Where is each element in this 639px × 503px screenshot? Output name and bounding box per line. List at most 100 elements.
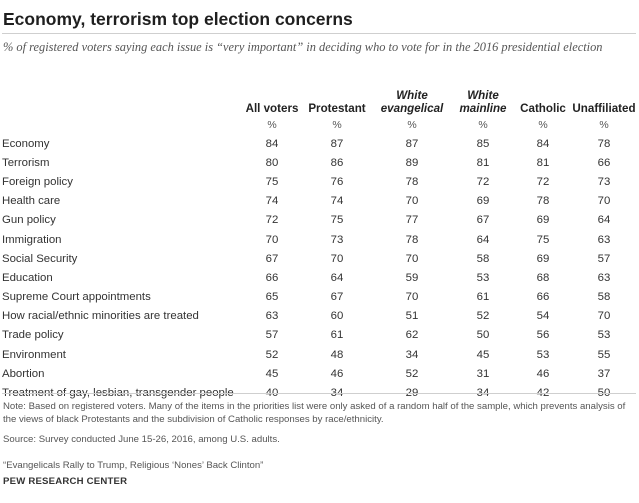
value-cell: 66 bbox=[597, 156, 611, 169]
value-cell: 57 bbox=[597, 252, 611, 265]
value-cell: 84 bbox=[265, 137, 279, 150]
chart-title: Economy, terrorism top election concerns bbox=[3, 9, 353, 29]
top-divider bbox=[2, 33, 636, 34]
value-cell: 87 bbox=[405, 137, 419, 150]
value-cell: 69 bbox=[536, 214, 550, 227]
value-cell: 63 bbox=[597, 271, 611, 284]
unit-cell: % bbox=[478, 118, 488, 131]
row-label: Foreign policy bbox=[2, 175, 73, 188]
value-cell: 67 bbox=[265, 252, 279, 265]
value-cell: 46 bbox=[536, 367, 550, 380]
value-cell: 81 bbox=[536, 156, 550, 169]
row-label: Health care bbox=[2, 195, 61, 208]
value-cell: 75 bbox=[330, 214, 344, 227]
value-cell: 72 bbox=[265, 214, 279, 227]
column-header: Unaffiliated bbox=[572, 102, 636, 115]
value-cell: 68 bbox=[536, 271, 550, 284]
row-label: Economy bbox=[2, 137, 50, 150]
value-cell: 78 bbox=[405, 175, 419, 188]
value-cell: 74 bbox=[265, 195, 279, 208]
value-cell: 70 bbox=[405, 252, 419, 265]
table-row: Gun policy 72 75 77 67 69 64 bbox=[2, 211, 636, 230]
value-cell: 58 bbox=[476, 252, 490, 265]
value-cell: 78 bbox=[536, 195, 550, 208]
value-cell: 60 bbox=[330, 310, 344, 323]
column-header: White evangelical bbox=[380, 89, 444, 115]
value-cell: 61 bbox=[330, 329, 344, 342]
value-cell: 80 bbox=[265, 156, 279, 169]
value-cell: 59 bbox=[405, 271, 419, 284]
value-cell: 52 bbox=[405, 367, 419, 380]
value-cell: 45 bbox=[476, 348, 490, 361]
value-cell: 63 bbox=[597, 233, 611, 246]
value-cell: 53 bbox=[536, 348, 550, 361]
table-row: Supreme Court appointments 65 67 70 61 66 58 bbox=[2, 288, 636, 307]
value-cell: 69 bbox=[536, 252, 550, 265]
value-cell: 45 bbox=[265, 367, 279, 380]
table-row: Trade policy 57 61 62 50 56 53 bbox=[2, 326, 636, 345]
value-cell: 63 bbox=[265, 310, 279, 323]
value-cell: 70 bbox=[405, 291, 419, 304]
table-row: Economy 84 87 87 85 84 78 bbox=[2, 134, 636, 153]
value-cell: 72 bbox=[536, 175, 550, 188]
table-row: Abortion 45 46 52 31 46 37 bbox=[2, 364, 636, 383]
table-row: How racial/ethnic minorities are treated… bbox=[2, 307, 636, 326]
column-header: All voters bbox=[245, 102, 299, 115]
value-cell: 77 bbox=[405, 214, 419, 227]
row-label-header bbox=[2, 81, 242, 115]
row-label: Terrorism bbox=[2, 156, 50, 169]
value-cell: 48 bbox=[330, 348, 344, 361]
value-cell: 74 bbox=[330, 195, 344, 208]
value-cell: 70 bbox=[597, 310, 611, 323]
value-cell: 72 bbox=[476, 175, 490, 188]
value-cell: 51 bbox=[405, 310, 419, 323]
row-label: How racial/ethnic minorities are treated bbox=[2, 310, 199, 323]
value-cell: 70 bbox=[597, 195, 611, 208]
column-header: Protestant bbox=[308, 102, 366, 115]
value-cell: 70 bbox=[405, 195, 419, 208]
table-row: Health care 74 74 70 69 78 70 bbox=[2, 192, 636, 211]
value-cell: 46 bbox=[330, 367, 344, 380]
value-cell: 70 bbox=[265, 233, 279, 246]
value-cell: 85 bbox=[476, 137, 490, 150]
value-cell: 37 bbox=[597, 367, 611, 380]
value-cell: 58 bbox=[597, 291, 611, 304]
value-cell: 66 bbox=[265, 271, 279, 284]
issues-table: All voters Protestant White evangelical Whi… bbox=[2, 81, 636, 403]
unit-cell: % bbox=[599, 118, 609, 131]
row-label: Education bbox=[2, 271, 53, 284]
value-cell: 56 bbox=[536, 329, 550, 342]
value-cell: 64 bbox=[330, 271, 344, 284]
unit-cell: % bbox=[538, 118, 548, 131]
table-row: Foreign policy 75 76 78 72 72 73 bbox=[2, 172, 636, 191]
unit-cell: % bbox=[407, 118, 417, 131]
table-row: Immigration 70 73 78 64 75 63 bbox=[2, 230, 636, 249]
column-header: Catholic bbox=[520, 102, 566, 115]
table-row: Education 66 64 59 53 68 63 bbox=[2, 268, 636, 287]
table-row: Social Security 67 70 70 58 69 57 bbox=[2, 249, 636, 268]
row-label: Environment bbox=[2, 348, 66, 361]
value-cell: 61 bbox=[476, 291, 490, 304]
bottom-divider bbox=[2, 393, 636, 394]
organization-logo-text: PEW RESEARCH CENTER bbox=[3, 476, 128, 487]
value-cell: 52 bbox=[265, 348, 279, 361]
value-cell: 53 bbox=[476, 271, 490, 284]
value-cell: 64 bbox=[597, 214, 611, 227]
value-cell: 52 bbox=[476, 310, 490, 323]
value-cell: 31 bbox=[476, 367, 490, 380]
value-cell: 78 bbox=[597, 137, 611, 150]
footnote: Note: Based on registered voters. Many o… bbox=[3, 401, 626, 425]
value-cell: 69 bbox=[476, 195, 490, 208]
value-cell: 73 bbox=[597, 175, 611, 188]
table-row: Terrorism 80 86 89 81 81 66 bbox=[2, 153, 636, 172]
column-header-row: All voters Protestant White evangelical Whi… bbox=[2, 81, 636, 115]
value-cell: 55 bbox=[597, 348, 611, 361]
value-cell: 64 bbox=[476, 233, 490, 246]
unit-row: %%%%%% bbox=[2, 115, 636, 134]
value-cell: 54 bbox=[536, 310, 550, 323]
chart-subtitle: % of registered voters saying each issue… bbox=[3, 40, 603, 54]
table-row: Environment 52 48 34 45 53 55 bbox=[2, 345, 636, 364]
value-cell: 78 bbox=[405, 233, 419, 246]
value-cell: 34 bbox=[405, 348, 419, 361]
row-label: Supreme Court appointments bbox=[2, 291, 151, 304]
